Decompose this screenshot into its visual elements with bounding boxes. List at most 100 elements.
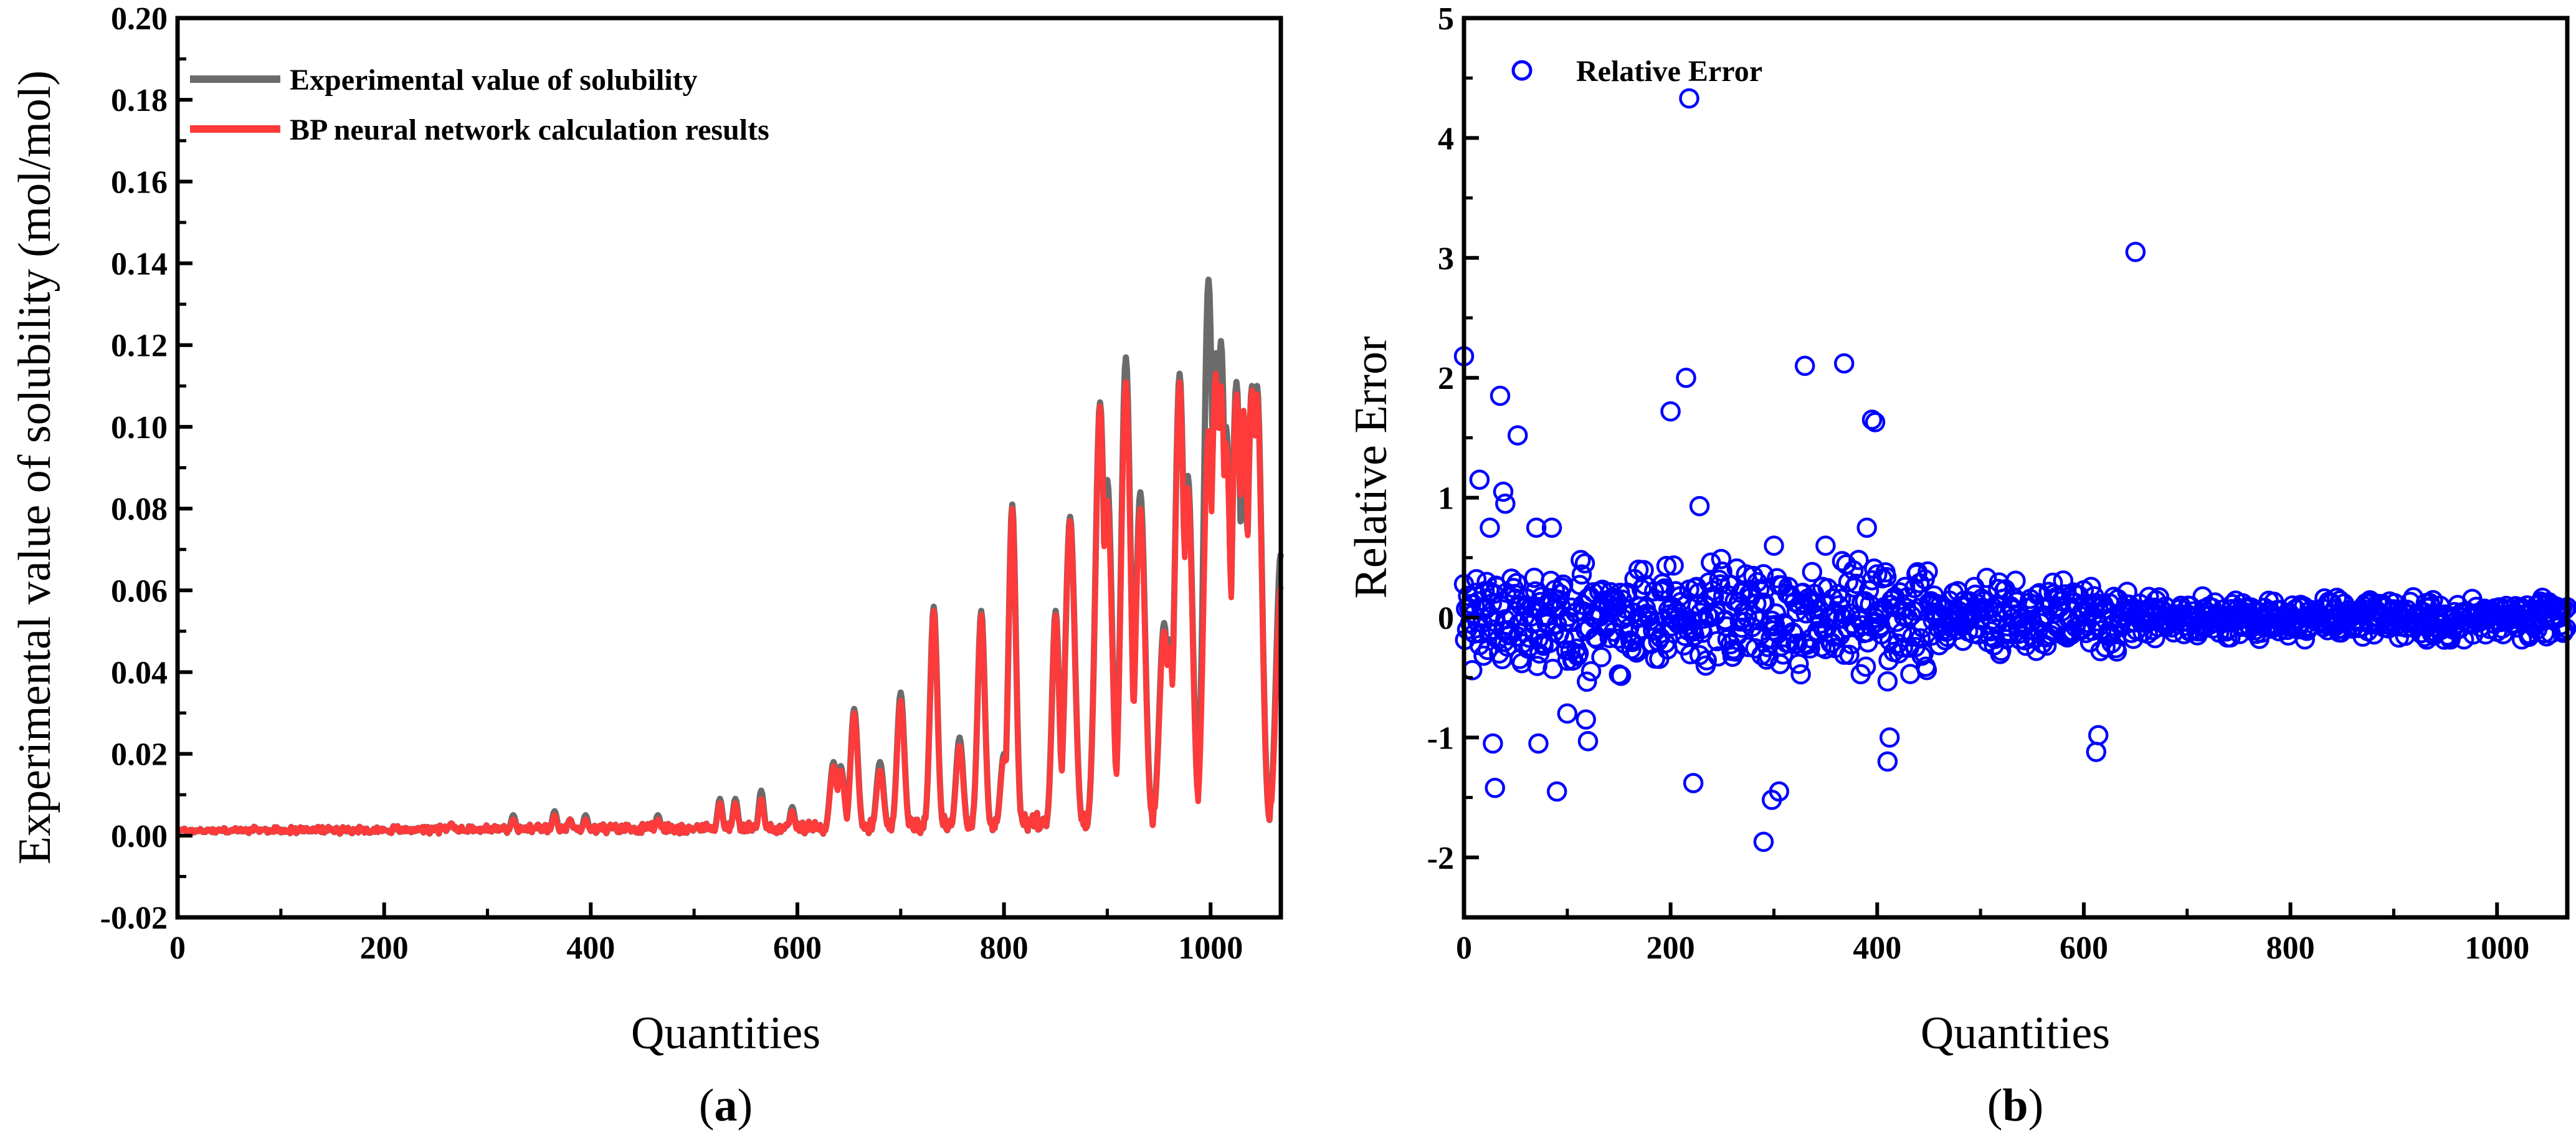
relative-error-point <box>1580 661 1602 682</box>
relative-error-point <box>1506 573 1527 593</box>
relative-error-point <box>1879 727 1900 748</box>
panel-b-y-axis-label: Relative Error <box>1346 336 1397 598</box>
panel-a-x-tick-label: 800 <box>980 930 1029 966</box>
chart-panel-a: 0 200 400 600 800 1000 -0.02 0.00 0.02 0.04 0.06 0.… <box>9 1 1284 1131</box>
relative-error-point <box>2005 570 2026 591</box>
panel-a-x-axis-label: Quantities <box>631 1008 820 1059</box>
relative-error-point <box>1663 555 1684 576</box>
relative-error-point <box>1660 401 1681 422</box>
relative-error-point <box>1802 562 1823 583</box>
legend-relative-error-label: Relative Error <box>1576 55 1762 88</box>
relative-error-point <box>1848 550 1869 570</box>
panel-a-plot-frame <box>175 16 1283 920</box>
panel-b-legend: Relative Error <box>1511 55 1762 88</box>
relative-error-point <box>1679 88 1699 109</box>
relative-error-point <box>1541 570 1561 591</box>
relative-error-point <box>1480 517 1500 538</box>
relative-error-point <box>1707 631 1728 651</box>
relative-error-point <box>1656 555 1677 576</box>
relative-error-point <box>1561 597 1582 618</box>
panel-a-y-tick-label: 0.12 <box>111 328 168 364</box>
relative-error-point <box>1633 560 1654 580</box>
panel-a-y-tick-label: 0.00 <box>111 819 168 854</box>
panel-a-y-tick-label: 0.08 <box>111 492 168 527</box>
panel-b-points-group <box>1453 88 2576 853</box>
panel-b-x-tick-label: 800 <box>2266 930 2315 966</box>
relative-error-point <box>1773 644 1794 665</box>
relative-error-point <box>1877 671 1898 692</box>
relative-error-point <box>1737 606 1757 628</box>
relative-error-point <box>1541 517 1562 538</box>
relative-error-point <box>1789 653 1809 674</box>
panel-a-y-tick-label: -0.02 <box>100 901 168 936</box>
relative-error-point <box>1894 576 1916 598</box>
relative-error-point <box>2554 621 2575 641</box>
relative-error-point <box>1764 535 1784 556</box>
relative-error-point <box>1839 644 1860 666</box>
relative-error-point <box>1610 666 1632 686</box>
relative-error-point <box>1855 656 1876 677</box>
relative-error-point <box>1546 781 1567 802</box>
relative-error-point <box>1769 781 1790 802</box>
panel-a-ticks: 0 200 400 600 800 1000 -0.02 0.00 0.02 0.04 0.06 0.… <box>100 1 1243 966</box>
panel-b-y-tick-label: -1 <box>1427 720 1454 756</box>
panel-a-x-tick-label: 200 <box>360 930 409 966</box>
relative-error-point <box>1861 409 1883 430</box>
panel-b-y-tick-label: 0 <box>1438 601 1454 636</box>
relative-error-point <box>1626 642 1647 663</box>
relative-error-point <box>1867 564 1888 585</box>
relative-error-point <box>1676 367 1696 388</box>
relative-error-point <box>1470 623 1491 644</box>
panel-a-caption-close: ) <box>738 1080 753 1131</box>
relative-error-point <box>1490 385 1511 406</box>
panel-b-caption-letter: b <box>2002 1080 2028 1131</box>
relative-error-point <box>1483 733 1503 754</box>
relative-error-point <box>1576 709 1596 730</box>
relative-error-point <box>1991 641 2012 661</box>
panel-a-caption: (a) <box>699 1080 753 1131</box>
relative-error-point <box>1918 561 1938 582</box>
panel-b-y-tick-label: 1 <box>1438 481 1454 517</box>
panel-a-y-axis-label: Experimental value of solubility (mol/mo… <box>9 70 60 864</box>
relative-error-point <box>2053 570 2074 591</box>
relative-error-point <box>1469 469 1490 490</box>
relative-error-point <box>1528 733 1549 754</box>
relative-error-point <box>2117 581 2137 602</box>
relative-error-point <box>1683 773 1704 793</box>
panel-a-x-tick-label: 0 <box>169 930 186 966</box>
relative-error-point <box>1557 703 1578 724</box>
relative-error-point <box>1877 751 1898 772</box>
relative-error-point <box>1696 650 1717 671</box>
panel-b-y-tick-label: -2 <box>1427 841 1454 876</box>
panel-b-plot-frame <box>1461 16 2570 920</box>
relative-error-point <box>2125 241 2146 262</box>
relative-error-point <box>1815 535 1836 556</box>
relative-error-point <box>1525 581 1546 602</box>
panel-a-x-tick-label: 1000 <box>1178 930 1243 966</box>
relative-error-point <box>2106 641 2127 662</box>
panel-b-y-tick-label: 2 <box>1438 361 1454 396</box>
panel-a-x-tick-label: 600 <box>773 930 822 966</box>
panel-b-y-tick-label: 3 <box>1438 241 1454 277</box>
legend-experimental-label: Experimental value of solubility <box>290 64 698 97</box>
legend-relative-error-marker <box>1511 60 1533 81</box>
relative-error-point <box>1764 614 1785 636</box>
panel-a-y-tick-label: 0.06 <box>111 573 168 609</box>
relative-error-point <box>1753 564 1774 585</box>
relative-error-point <box>1794 355 1815 376</box>
relative-error-point <box>1568 643 1589 664</box>
relative-error-point <box>1817 578 1838 599</box>
relative-error-point <box>1571 564 1592 585</box>
relative-error-point <box>1493 481 1514 502</box>
panel-b-caption: (b) <box>1987 1080 2043 1131</box>
relative-error-point <box>1526 517 1547 538</box>
panel-b-x-tick-label: 600 <box>2060 930 2108 966</box>
relative-error-point <box>1754 593 1775 613</box>
panel-b-caption-open: ( <box>1987 1080 2003 1131</box>
relative-error-point <box>1577 671 1597 692</box>
relative-error-point <box>1577 730 1599 752</box>
relative-error-point <box>1930 595 1951 616</box>
relative-error-point <box>1723 639 1744 659</box>
panel-b-x-tick-label: 1000 <box>2464 930 2529 966</box>
